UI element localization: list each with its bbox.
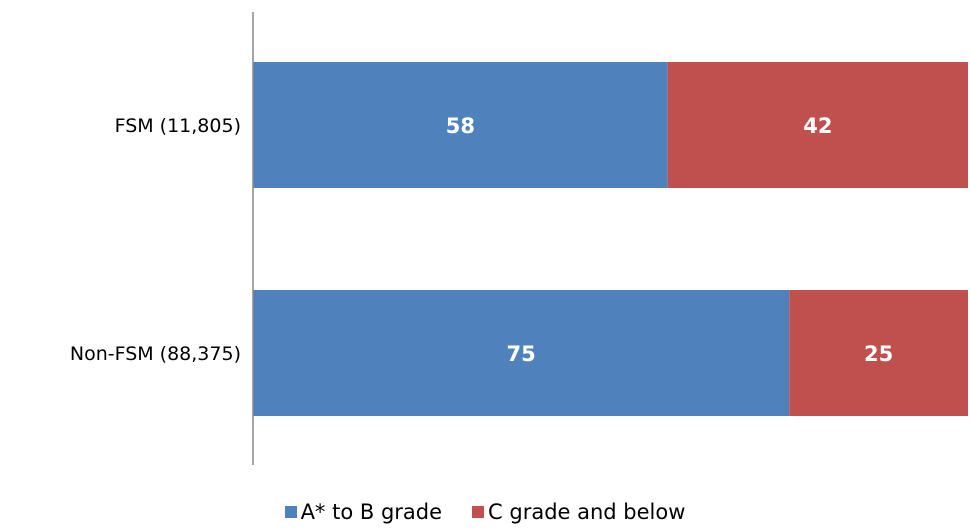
category-label: Non-FSM (88,375) [70, 343, 241, 365]
legend-label: A* to B grade [300, 500, 443, 524]
legend-item-series-0: A* to B grade [284, 500, 443, 524]
bar-segment [667, 62, 968, 188]
data-label: 25 [864, 342, 893, 366]
legend-swatch [472, 506, 485, 518]
legend-item-series-1: C grade and below [472, 500, 685, 524]
bar-segment [253, 62, 668, 188]
stacked-bar-chart: 58 42 75 25 FSM (11,805) Non-FSM (88,375) [70, 12, 968, 465]
data-label: 58 [446, 114, 475, 138]
data-label: 75 [507, 342, 536, 366]
bar-segment [789, 290, 968, 416]
category-labels: FSM (11,805) Non-FSM (88,375) [70, 115, 241, 365]
category-label: FSM (11,805) [115, 115, 241, 137]
legend: A* to B grade C grade and below [0, 500, 970, 524]
data-label: 42 [803, 114, 832, 138]
bars-group: 58 42 75 25 [253, 62, 968, 416]
legend-swatch [284, 506, 297, 518]
legend-label: C grade and below [488, 500, 686, 524]
bar-segment [253, 290, 790, 416]
